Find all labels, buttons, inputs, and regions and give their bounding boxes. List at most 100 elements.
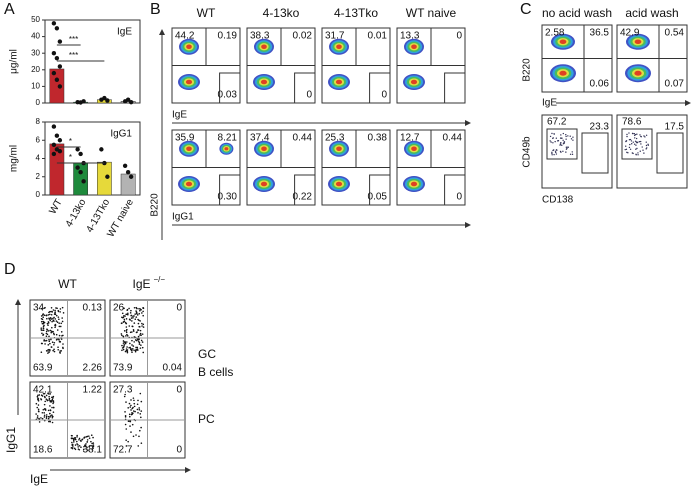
event xyxy=(47,417,50,420)
density xyxy=(186,44,192,49)
event xyxy=(141,341,144,343)
data-point xyxy=(125,97,131,102)
event xyxy=(42,329,45,331)
event xyxy=(140,442,143,444)
column-header: WT naive xyxy=(406,6,457,20)
event xyxy=(71,437,73,440)
quadrant-value: 0 xyxy=(456,31,462,42)
event xyxy=(43,392,46,395)
density xyxy=(260,79,268,85)
event xyxy=(53,316,55,319)
density xyxy=(411,146,417,151)
event xyxy=(137,329,139,331)
event xyxy=(49,405,51,407)
event xyxy=(42,325,45,328)
event xyxy=(133,341,135,343)
event xyxy=(138,307,140,310)
event xyxy=(566,147,568,150)
quadrant-value: 26 xyxy=(113,303,125,314)
event xyxy=(565,151,567,153)
event xyxy=(629,138,632,141)
event xyxy=(629,148,632,150)
data-point xyxy=(54,77,60,82)
event xyxy=(59,308,62,310)
row-label: GC xyxy=(198,347,216,361)
event xyxy=(636,133,638,135)
data-point xyxy=(57,149,63,154)
event xyxy=(51,400,53,402)
event xyxy=(71,441,73,444)
bar xyxy=(49,143,65,196)
event xyxy=(125,330,128,332)
quadrant-value: 31.7 xyxy=(325,31,345,42)
event xyxy=(40,351,43,354)
event xyxy=(142,310,144,313)
event xyxy=(44,343,46,345)
y-tick-label: 20 xyxy=(31,65,40,74)
event xyxy=(125,318,128,320)
event xyxy=(123,344,126,346)
event xyxy=(43,314,46,317)
event xyxy=(53,333,55,336)
quadrant-value: 37.4 xyxy=(250,133,270,144)
event xyxy=(624,148,626,151)
panel-label: C xyxy=(520,1,532,18)
event xyxy=(132,412,134,415)
event xyxy=(138,326,141,328)
event xyxy=(136,403,139,406)
event xyxy=(52,395,55,398)
event xyxy=(135,339,138,342)
event xyxy=(645,144,648,147)
event xyxy=(59,351,61,354)
event xyxy=(45,335,48,338)
event xyxy=(124,315,126,317)
event xyxy=(48,338,50,341)
event xyxy=(126,335,129,337)
event xyxy=(40,327,43,329)
event xyxy=(46,317,48,320)
event xyxy=(45,330,48,333)
quadrant-value: 0.44 xyxy=(293,133,313,144)
event xyxy=(130,431,132,433)
quadrant-value: 2.26 xyxy=(83,363,103,374)
event xyxy=(54,326,56,329)
event xyxy=(49,319,51,322)
event xyxy=(38,421,41,423)
event xyxy=(92,444,95,446)
event xyxy=(91,442,93,445)
event xyxy=(54,324,57,327)
y-tick-label: 6 xyxy=(36,135,41,144)
column-header: 4-13Tko xyxy=(334,6,378,20)
event xyxy=(138,312,141,315)
event xyxy=(50,338,52,341)
event xyxy=(625,145,627,147)
event xyxy=(52,411,55,413)
event xyxy=(137,322,140,325)
event xyxy=(46,399,49,401)
event xyxy=(57,346,59,349)
event xyxy=(91,444,93,447)
event xyxy=(70,434,73,437)
event xyxy=(130,317,133,319)
event xyxy=(572,139,574,141)
event xyxy=(62,343,64,345)
event xyxy=(55,333,58,336)
event xyxy=(552,142,554,144)
event xyxy=(128,402,131,405)
chart-label: IgG1 xyxy=(110,129,132,140)
gate xyxy=(219,174,240,205)
event xyxy=(553,153,555,156)
quadrant-value: 0.19 xyxy=(218,31,238,42)
quadrant-value: 0.13 xyxy=(83,303,103,314)
density xyxy=(335,181,343,187)
event xyxy=(633,143,636,145)
event xyxy=(130,314,132,317)
data-point xyxy=(81,99,86,104)
gate xyxy=(369,174,390,205)
event xyxy=(130,349,133,351)
quadrant-value: 38.3 xyxy=(250,31,270,42)
event xyxy=(553,133,555,135)
event xyxy=(125,445,128,447)
y-tick-label: 30 xyxy=(31,48,40,57)
event xyxy=(41,329,43,332)
